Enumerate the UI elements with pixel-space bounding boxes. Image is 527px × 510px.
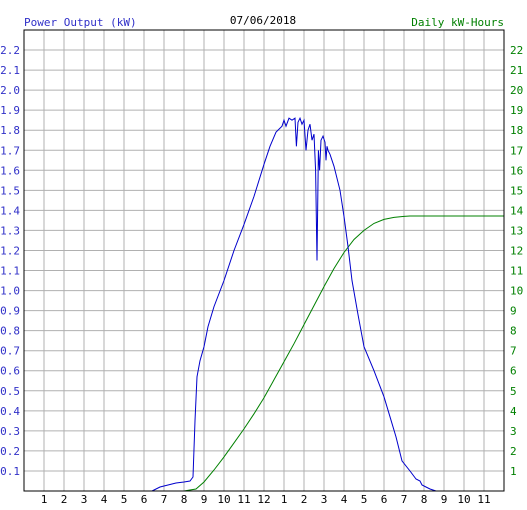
left-tick-label: 1.4 <box>0 204 20 217</box>
left-tick-label: 0.7 <box>0 345 20 358</box>
left-tick-label: 1.1 <box>0 265 20 278</box>
x-tick-label: 10 <box>457 493 470 506</box>
right-axis-title: Daily kW-Hours <box>411 16 504 29</box>
left-tick-label: 2.2 <box>0 44 20 57</box>
left-tick-label: 1.9 <box>0 104 20 117</box>
right-tick-label: 8 <box>510 325 517 338</box>
right-tick-label: 17 <box>510 144 523 157</box>
left-tick-label: 1.8 <box>0 124 20 137</box>
right-tick-label: 3 <box>510 425 517 438</box>
x-tick-label: 1 <box>281 493 288 506</box>
right-tick-label: 4 <box>510 405 517 418</box>
right-tick-label: 1 <box>510 465 517 478</box>
left-tick-label: 0.2 <box>0 445 20 458</box>
left-tick-label: 1.2 <box>0 244 20 257</box>
x-tick-label: 1 <box>41 493 48 506</box>
left-axis-title: Power Output (kW) <box>24 16 137 29</box>
left-tick-label: 1.3 <box>0 224 20 237</box>
x-tick-label: 9 <box>441 493 448 506</box>
left-tick-label: 2.1 <box>0 64 20 77</box>
left-tick-label: 0.1 <box>0 465 20 478</box>
right-tick-label: 16 <box>510 164 523 177</box>
x-tick-labels: 1 2 3 4 5 6 7 8 9 10 11 12 1 2 3 4 5 6 7 8 9 10 11 <box>41 493 491 506</box>
right-tick-label: 2 <box>510 445 517 458</box>
left-tick-label: 0.3 <box>0 425 20 438</box>
right-tick-label: 11 <box>510 265 523 278</box>
right-tick-label: 13 <box>510 224 523 237</box>
left-tick-label: 0.6 <box>0 365 20 378</box>
left-tick-label: 1.6 <box>0 164 20 177</box>
x-tick-label: 11 <box>237 493 250 506</box>
daily-kwh-line <box>154 215 504 492</box>
left-tick-label: 0.5 <box>0 385 20 398</box>
left-tick-label: 0.4 <box>0 405 20 418</box>
right-tick-label: 12 <box>510 244 523 257</box>
right-tick-label: 18 <box>510 124 523 137</box>
right-tick-label: 9 <box>510 305 517 318</box>
right-tick-label: 5 <box>510 385 517 398</box>
right-tick-label: 7 <box>510 345 517 358</box>
left-tick-label: 2.0 <box>0 84 20 97</box>
x-tick-label: 11 <box>477 493 490 506</box>
left-tick-label: 1.0 <box>0 285 20 298</box>
x-tick-label: 6 <box>141 493 148 506</box>
x-tick-label: 6 <box>381 493 388 506</box>
x-tick-label: 7 <box>401 493 408 506</box>
left-tick-label: 0.9 <box>0 305 20 318</box>
x-tick-label: 4 <box>101 493 108 506</box>
x-tick-label: 2 <box>61 493 68 506</box>
right-tick-label: 15 <box>510 184 523 197</box>
right-tick-label: 14 <box>510 204 524 217</box>
left-tick-labels: 0.1 0.2 0.3 0.4 0.5 0.6 0.7 0.8 0.9 1.0 1.1 1.2 1.3 1… <box>0 44 20 478</box>
plot-frame <box>23 29 505 492</box>
gridlines <box>24 30 504 491</box>
x-tick-label: 12 <box>257 493 270 506</box>
x-tick-label: 2 <box>301 493 308 506</box>
x-tick-label: 10 <box>217 493 230 506</box>
right-tick-label: 10 <box>510 285 523 298</box>
left-tick-label: 1.5 <box>0 184 20 197</box>
x-tick-label: 9 <box>201 493 208 506</box>
x-tick-label: 8 <box>421 493 428 506</box>
data-lines <box>151 116 504 492</box>
power-output-line <box>151 116 444 492</box>
x-tick-label: 5 <box>121 493 128 506</box>
x-tick-label: 5 <box>361 493 368 506</box>
right-tick-label: 21 <box>510 64 523 77</box>
x-tick-label: 4 <box>341 493 348 506</box>
right-tick-label: 19 <box>510 104 523 117</box>
x-tick-label: 3 <box>81 493 88 506</box>
chart-date-title: 07/06/2018 <box>230 14 296 27</box>
left-tick-label: 0.8 <box>0 325 20 338</box>
left-tick-label: 1.7 <box>0 144 20 157</box>
right-tick-label: 6 <box>510 365 517 378</box>
right-tick-label: 22 <box>510 44 523 57</box>
x-tick-label: 8 <box>181 493 188 506</box>
x-tick-label: 7 <box>161 493 168 506</box>
x-tick-label: 3 <box>321 493 328 506</box>
right-tick-label: 20 <box>510 84 523 97</box>
